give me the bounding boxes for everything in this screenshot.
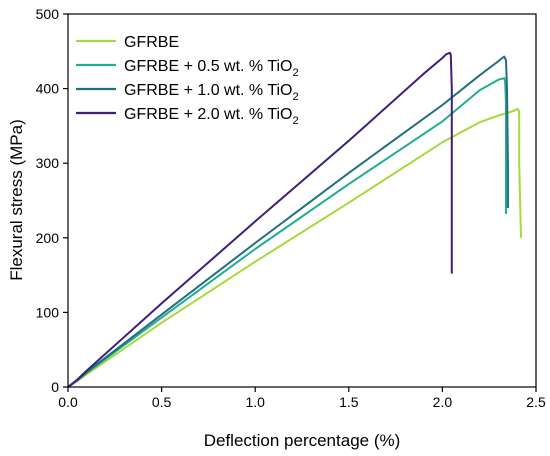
- legend-label-3: GFRBE + 1.0 wt. % TiO2: [124, 82, 299, 103]
- y-tick-label: 100: [36, 304, 60, 320]
- x-tick-label: 0.5: [152, 394, 172, 410]
- x-tick-label: 2.5: [526, 394, 546, 410]
- x-tick-label: 0.0: [58, 394, 78, 410]
- y-axis-title: Flexural stress (MPa): [7, 119, 26, 281]
- legend: GFRBE GFRBE + 0.5 wt. % TiO2 GFRBE + 1.0 w…: [76, 34, 299, 127]
- x-tick-label: 2.0: [433, 394, 453, 410]
- series-line-1: [67, 107, 522, 388]
- y-tick-label: 300: [36, 155, 60, 171]
- legend-label-2: GFRBE + 0.5 wt. % TiO2: [124, 58, 299, 79]
- series-line-3: [67, 55, 509, 388]
- y-tick-label: 0: [51, 379, 59, 395]
- x-tick-label: 1.0: [245, 394, 265, 410]
- ticks-layer: 0.0 0.5 1.0 1.5 2.0 2.5 0 100 200 300 400 500: [36, 6, 546, 410]
- legend-label-1: GFRBE: [124, 34, 179, 51]
- x-tick-label: 1.5: [339, 394, 359, 410]
- y-tick-label: 400: [36, 81, 60, 97]
- x-axis-title: Deflection percentage (%): [204, 431, 401, 450]
- y-tick-label: 500: [36, 6, 60, 22]
- series-line-2: [67, 77, 507, 388]
- legend-label-4: GFRBE + 2.0 wt. % TiO2: [124, 106, 299, 127]
- y-tick-label: 200: [36, 230, 60, 246]
- series-line-4: [67, 51, 453, 388]
- series-layer: [67, 51, 522, 388]
- plot-frame: [67, 13, 537, 388]
